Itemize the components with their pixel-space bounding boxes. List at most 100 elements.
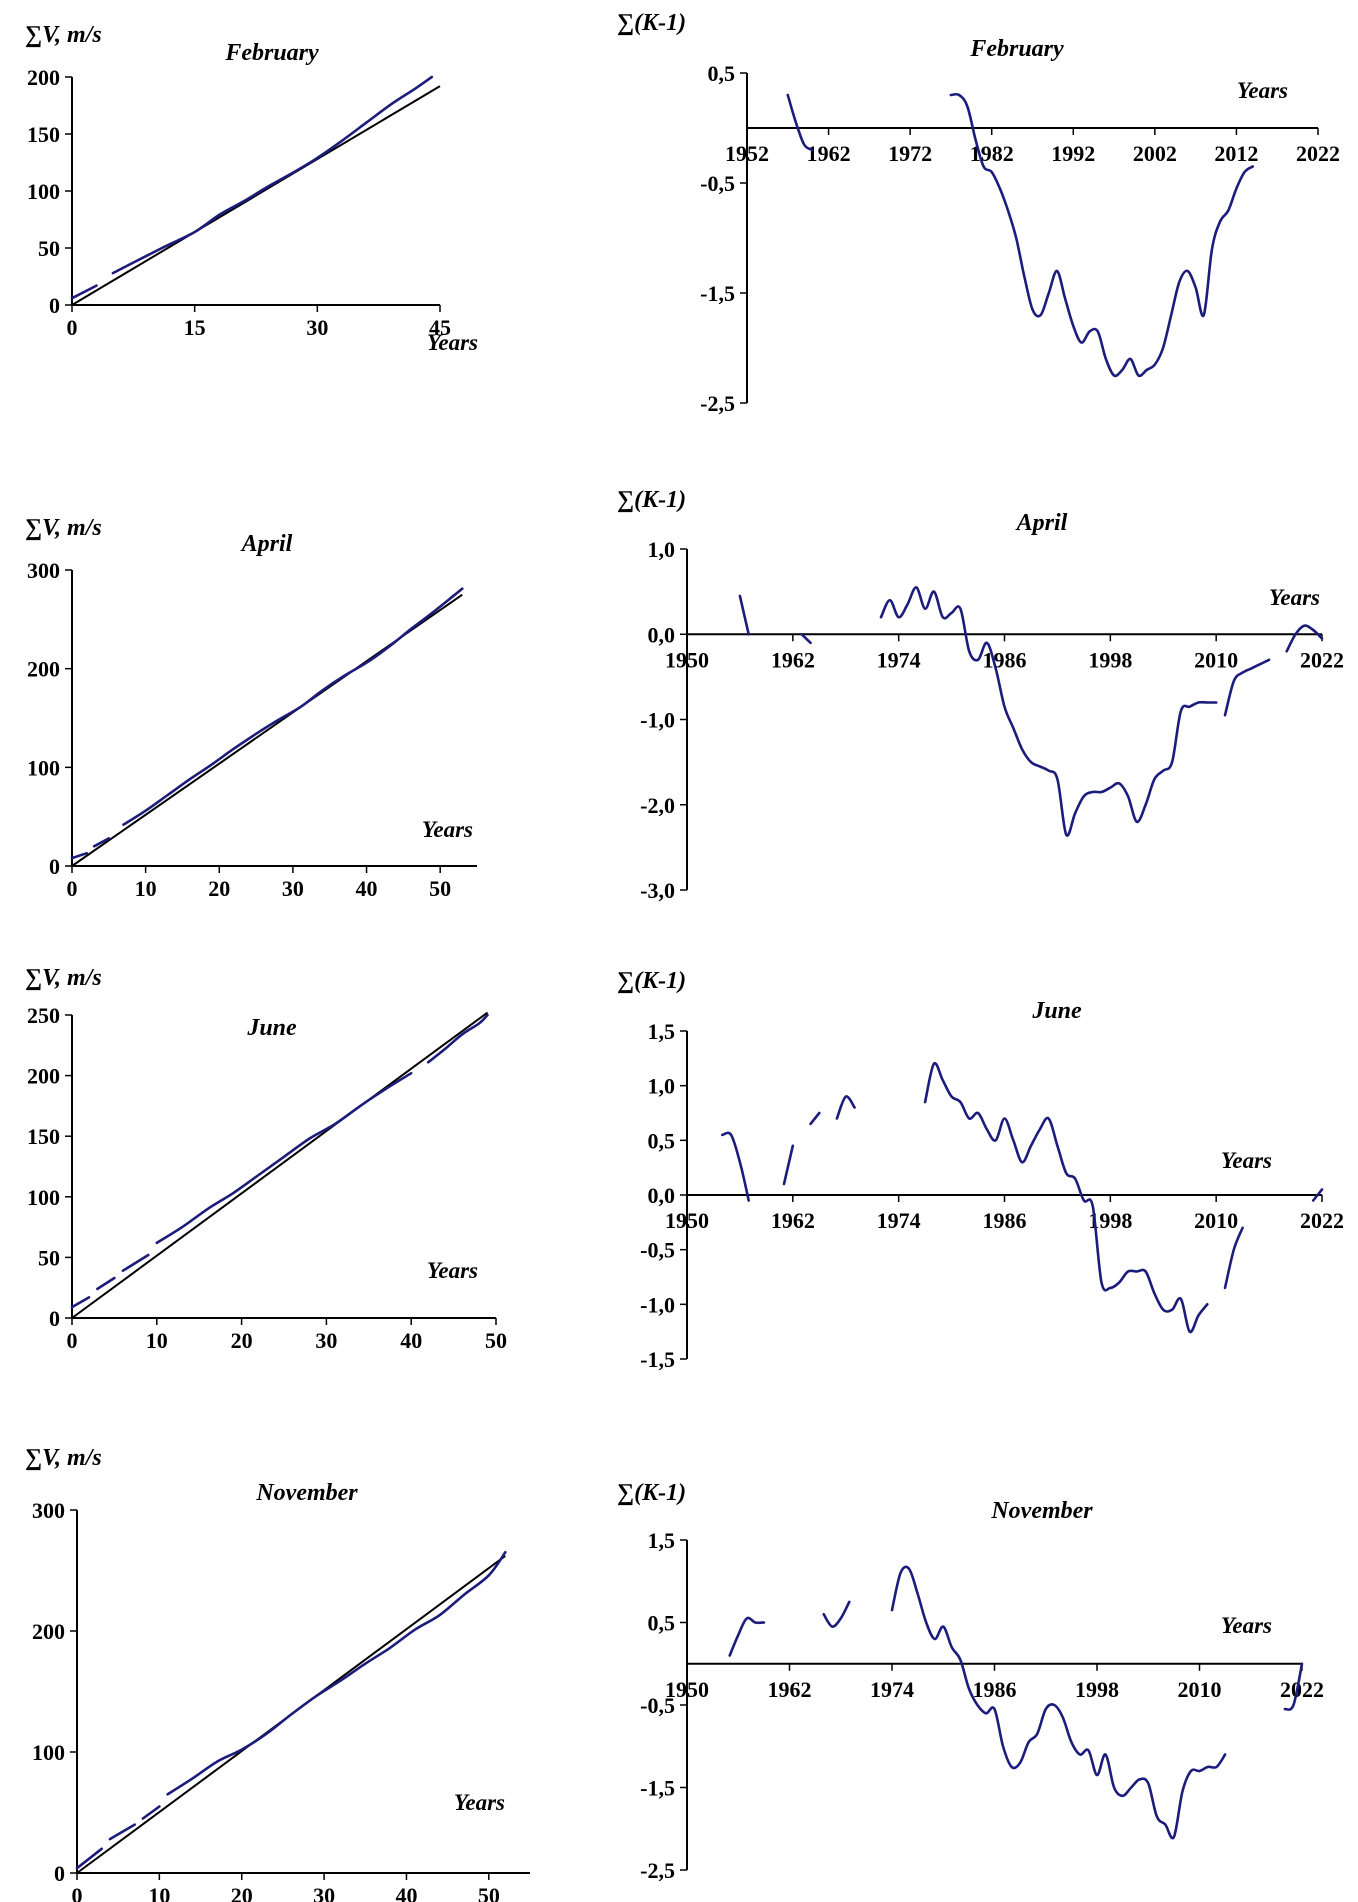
y-tick-label: 0 <box>49 1306 60 1331</box>
x-tick-label: 1962 <box>807 141 851 166</box>
y-tick-label: -1,0 <box>640 1292 675 1317</box>
y-tick-label: 200 <box>27 1064 60 1089</box>
x-tick-label: 1950 <box>665 647 709 672</box>
y-axis-label: ∑(K-1) <box>617 10 686 36</box>
chart-title: February <box>224 40 319 66</box>
x-tick-label: 50 <box>485 1328 507 1353</box>
x-tick-label: 2022 <box>1300 647 1344 672</box>
y-tick-label: 0 <box>49 293 60 318</box>
chart-title: June <box>1031 998 1082 1024</box>
x-tick-label: 1998 <box>1088 647 1132 672</box>
y-tick-label: -0,5 <box>640 1693 675 1718</box>
y-tick-label: 100 <box>27 755 60 780</box>
series-line-segment <box>166 1551 507 1796</box>
y-tick-label: 1,5 <box>648 1528 676 1553</box>
x-tick-label: 2010 <box>1194 1208 1238 1233</box>
y-tick-label: 50 <box>38 1245 60 1270</box>
y-tick-label: 1,0 <box>648 1074 676 1099</box>
x-tick-label: 30 <box>306 315 328 340</box>
chart-panel-6: 0 100 200 300 0 10 20 30 40 50 November ∑V, m/s Year… <box>25 1445 530 1902</box>
chart-panel-7: 1,5 0,5 -0,5 -1,5 -2,5 1950 1962 1974 1986 1998 20… <box>617 1480 1324 1883</box>
series-line-segment <box>96 1276 116 1291</box>
series-line-segment <box>1283 1662 1304 1711</box>
y-tick-label: -1,5 <box>640 1347 675 1372</box>
y-axis-label: ∑V, m/s <box>25 1445 102 1471</box>
x-tick-label: 1986 <box>983 1208 1027 1233</box>
x-tick-label: 1962 <box>771 1208 815 1233</box>
x-tick-label: 45 <box>429 315 451 340</box>
series-line-segment <box>141 1805 161 1820</box>
series-line-segment <box>949 92 1254 378</box>
chart-title: November <box>990 1498 1093 1524</box>
x-tick-label: 20 <box>231 1883 253 1902</box>
y-axis-label: ∑(K-1) <box>617 1480 686 1506</box>
y-tick-label: 150 <box>27 1124 60 1149</box>
x-tick-label: 2022 <box>1296 141 1340 166</box>
y-tick-label: -3,0 <box>640 878 675 903</box>
chart-title: February <box>969 36 1064 62</box>
x-tick-label: 1972 <box>888 141 932 166</box>
x-axis-label: Years <box>1221 1148 1272 1173</box>
x-axis-label: Years <box>1221 1613 1272 1638</box>
series-line-segment <box>1285 624 1324 653</box>
series-line-segment <box>923 1061 1209 1334</box>
series-line-segment <box>155 1071 413 1245</box>
y-tick-label: 200 <box>27 65 60 90</box>
y-tick-label: 100 <box>27 179 60 204</box>
x-tick-label: 1998 <box>1075 1677 1119 1702</box>
x-tick-label: 40 <box>400 1328 422 1353</box>
x-tick-label: 2012 <box>1214 141 1258 166</box>
y-tick-label: -2,0 <box>640 793 675 818</box>
x-tick-label: 10 <box>135 876 157 901</box>
series-line-segment <box>70 1296 91 1309</box>
x-tick-label: 1992 <box>1051 141 1095 166</box>
series-line-segment <box>111 75 434 275</box>
chart-panel-5: 1,5 1,0 0,5 0,0 -0,5 -1,0 -1,5 1950 1962 1974 1986… <box>617 968 1344 1372</box>
x-axis-label: Years <box>427 330 478 355</box>
x-tick-label: 50 <box>478 1883 500 1902</box>
series-line-segment <box>800 633 812 645</box>
y-tick-label: 300 <box>27 558 60 583</box>
x-tick-label: 1962 <box>768 1677 812 1702</box>
x-tick-label: 1986 <box>973 1677 1017 1702</box>
chart-title: April <box>1015 510 1068 536</box>
y-tick-label: 1,5 <box>648 1019 676 1044</box>
x-tick-label: 1950 <box>665 1677 709 1702</box>
y-tick-label: -2,5 <box>640 1858 675 1883</box>
x-tick-label: 1986 <box>983 647 1027 672</box>
series-line-segment <box>108 1823 136 1841</box>
series-line-segment <box>426 1013 489 1064</box>
series-line-segment <box>721 1131 750 1202</box>
x-tick-label: 0 <box>72 1883 83 1902</box>
y-tick-label: 0,0 <box>648 622 676 647</box>
y-tick-label: -0,5 <box>640 1238 675 1263</box>
x-tick-label: 0 <box>67 876 78 901</box>
series-line-segment <box>121 1253 150 1272</box>
y-axis-label: ∑(K-1) <box>617 968 686 994</box>
y-tick-label: 100 <box>32 1740 65 1765</box>
x-axis-label: Years <box>454 1790 505 1815</box>
x-tick-label: 40 <box>356 876 378 901</box>
x-axis-label: Years <box>422 817 473 842</box>
y-tick-label: 0 <box>54 1861 65 1886</box>
x-tick-label: 40 <box>395 1883 417 1902</box>
series-line-segment <box>1223 1226 1244 1290</box>
series-line-segment <box>809 1111 821 1126</box>
series-line-segment <box>835 1095 856 1120</box>
y-tick-label: 0,0 <box>648 1183 676 1208</box>
x-tick-label: 10 <box>146 1328 168 1353</box>
x-tick-label: 2022 <box>1300 1208 1344 1233</box>
series-line-segment <box>70 284 98 300</box>
y-tick-label: 250 <box>27 1003 60 1028</box>
y-tick-label: -2,5 <box>700 391 735 416</box>
series-line-segment <box>822 1600 851 1628</box>
x-tick-label: 2010 <box>1178 1677 1222 1702</box>
y-tick-label: 1,0 <box>648 537 676 562</box>
y-axis-label: ∑V, m/s <box>25 515 102 541</box>
chart-title: April <box>240 531 293 557</box>
y-tick-label: -1,5 <box>640 1776 675 1801</box>
chart-panel-3: 1,0 0,0 -1,0 -2,0 -3,0 1950 1962 1974 1986 1998 20… <box>617 487 1344 903</box>
x-tick-label: 20 <box>208 876 230 901</box>
series-line-segment <box>890 1565 1227 1840</box>
